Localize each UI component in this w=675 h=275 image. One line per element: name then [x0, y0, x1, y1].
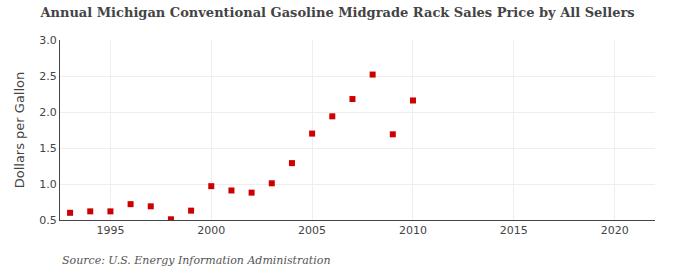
svg-text:3.0: 3.0: [39, 34, 57, 47]
svg-text:2000: 2000: [197, 224, 225, 237]
svg-text:1.5: 1.5: [39, 142, 57, 155]
svg-text:Source: U.S. Energy Informatio: Source: U.S. Energy Information Administ…: [62, 254, 330, 267]
svg-text:2.5: 2.5: [39, 70, 57, 83]
svg-text:1.0: 1.0: [39, 178, 57, 191]
svg-text:2015: 2015: [500, 224, 528, 237]
svg-text:0.5: 0.5: [39, 214, 57, 227]
svg-text:2010: 2010: [399, 224, 427, 237]
svg-text:Annual Michigan Conventional G: Annual Michigan Conventional Gasoline Mi…: [39, 5, 634, 20]
svg-text:2005: 2005: [298, 224, 326, 237]
svg-text:2.0: 2.0: [39, 106, 57, 119]
svg-text:Dollars per Gallon: Dollars per Gallon: [12, 72, 27, 189]
svg-text:1995: 1995: [96, 224, 124, 237]
svg-text:2020: 2020: [601, 224, 629, 237]
